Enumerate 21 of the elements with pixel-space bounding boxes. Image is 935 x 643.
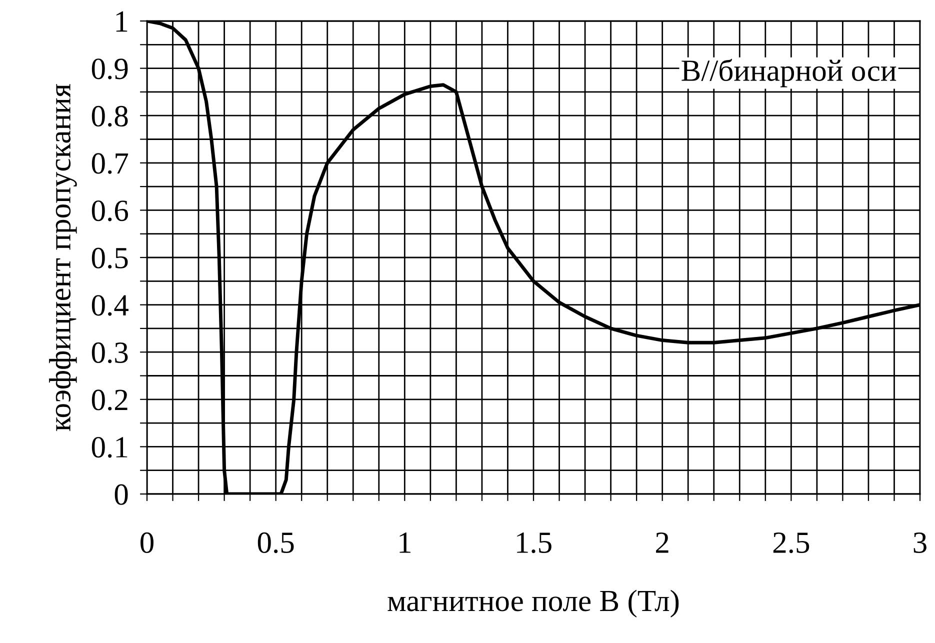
- y-tick-label: 0.3: [92, 342, 128, 364]
- x-tick-label: 2: [656, 532, 668, 553]
- x-tick-label: 2.5: [773, 532, 810, 554]
- x-tick-label: 0: [140, 532, 154, 554]
- y-tick-label: 0.6: [92, 200, 128, 222]
- y-tick-label: 0.2: [92, 390, 128, 410]
- y-tick-label: 1: [116, 11, 128, 32]
- y-tick-label: 0.8: [92, 106, 128, 127]
- x-tick-label: 1: [400, 532, 410, 553]
- x-tick-label: 1.5: [517, 532, 552, 554]
- y-tick-label: 0: [114, 484, 128, 505]
- x-axis-title: магнитное поле B (Тл): [388, 590, 679, 618]
- x-tick-label: 3: [914, 532, 926, 554]
- y-tick-label: 0.7: [92, 153, 128, 174]
- x-tick-label: 0.5: [258, 532, 294, 554]
- y-tick-label: 0.1: [92, 436, 128, 458]
- y-tick-label: 0.5: [92, 248, 128, 269]
- y-axis-title: коэффициент пропускания: [49, 84, 77, 431]
- y-tick-label: 0.4: [92, 295, 128, 316]
- y-tick-label: 0.9: [92, 58, 128, 80]
- annotation: B//бинарной оси: [682, 58, 896, 88]
